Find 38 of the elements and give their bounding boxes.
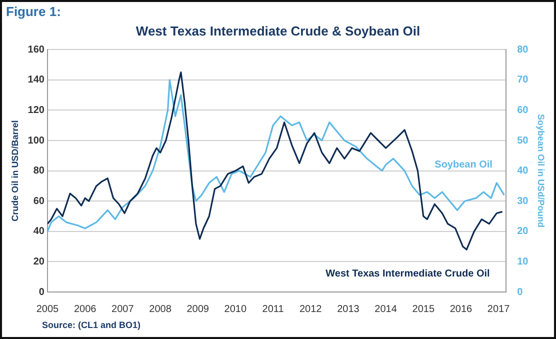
y-tick-label: 140 [28,74,45,86]
caption: Figure 1: [6,4,61,19]
chart-title: West Texas Intermediate Crude & Soybean Oil [136,23,420,38]
x-tick-label: 2006 [74,304,97,315]
x-tick-label: 2011 [262,304,284,315]
source-note: Source: (CL1 and BO1) [42,320,141,330]
x-tick-label: 2012 [299,304,322,315]
y2-tick-label: 40 [517,166,529,177]
y2-tick-label: 10 [517,256,529,268]
x-tick-label: 2017 [487,304,510,315]
x-tick-label: 2016 [450,304,473,315]
x-tick-label: 2007 [112,304,134,315]
y2-tick-label: 20 [517,226,529,238]
series-label: Soybean Oil [434,159,493,170]
y-tick-label: 100 [28,135,45,146]
y2-tick-label: 0 [517,286,524,298]
y-tick-label: 20 [33,256,45,268]
y-tick-label: 0 [38,286,45,298]
x-tick-label: 2015 [412,304,435,315]
y-tick-label: 80 [33,166,45,177]
x-tick-label: 2009 [186,304,210,315]
y-tick-label: 40 [33,226,45,238]
x-tick-label: 2005 [36,304,60,315]
text: West Texas Intermediate Crude Oil [326,268,490,280]
y-tick-label: 160 [28,44,45,56]
y2-tick-label: 80 [517,44,529,56]
x-tick-label: 2008 [149,304,172,315]
y2-tick-label: 70 [517,74,529,86]
y-axis-title: Crude Oil in USD/Barrel [10,120,20,222]
x-tick-label: 2010 [224,304,247,315]
y2-tick-label: 30 [517,196,529,207]
y-tick-label: 60 [33,196,45,207]
y2-tick-label: 50 [517,135,529,146]
x-tick-label: 2014 [374,304,398,315]
x-tick-label: 2013 [337,304,360,315]
y2-axis-title: Soybean Oil in USd/Pound [536,114,546,228]
y-tick-label: 120 [28,104,45,116]
y2-tick-label: 60 [517,104,529,116]
